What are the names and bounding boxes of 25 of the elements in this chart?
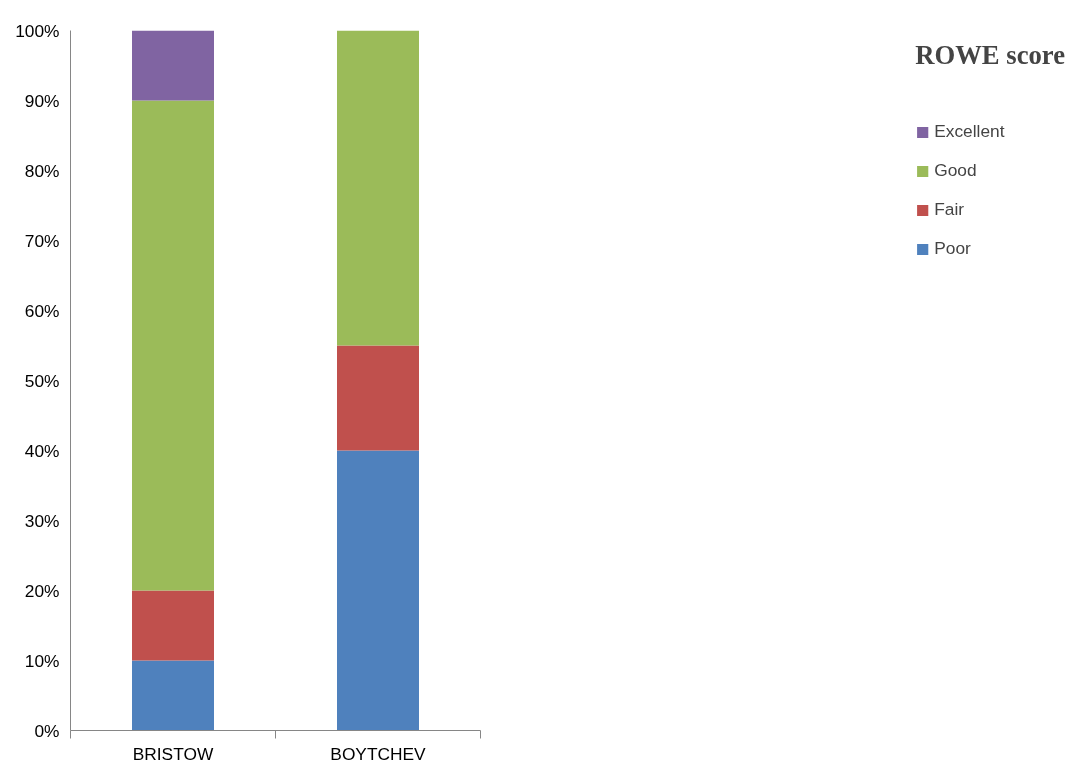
bar bbox=[337, 345, 419, 451]
legend-label: Excellent bbox=[934, 121, 1005, 142]
legend-label: Good bbox=[934, 160, 977, 181]
x-tick-label: BRISTOW bbox=[132, 743, 214, 764]
bar bbox=[132, 590, 214, 661]
bar bbox=[337, 450, 419, 731]
y-tick-label: 30% bbox=[24, 510, 60, 531]
legend-label: Fair bbox=[934, 199, 965, 220]
y-tick-label: 10% bbox=[24, 650, 60, 671]
y-tick-label: 100% bbox=[15, 20, 60, 41]
bar bbox=[132, 30, 214, 101]
bar bbox=[337, 30, 419, 346]
y-tick-label: 60% bbox=[24, 300, 60, 321]
y-tick-label: 70% bbox=[24, 230, 60, 251]
y-tick-label: 40% bbox=[24, 440, 60, 461]
x-tick-label: BOYTCHEV bbox=[330, 743, 427, 764]
y-tick-label: 0% bbox=[34, 720, 60, 741]
bar bbox=[132, 100, 214, 591]
bar bbox=[132, 660, 214, 731]
y-tick-label: 50% bbox=[24, 370, 60, 391]
y-tick-label: 80% bbox=[24, 160, 60, 181]
legend-label: Poor bbox=[934, 238, 971, 259]
y-tick-label: 90% bbox=[24, 90, 60, 111]
y-tick-label: 20% bbox=[24, 580, 60, 601]
legend-title: ROWE score bbox=[915, 40, 1065, 71]
